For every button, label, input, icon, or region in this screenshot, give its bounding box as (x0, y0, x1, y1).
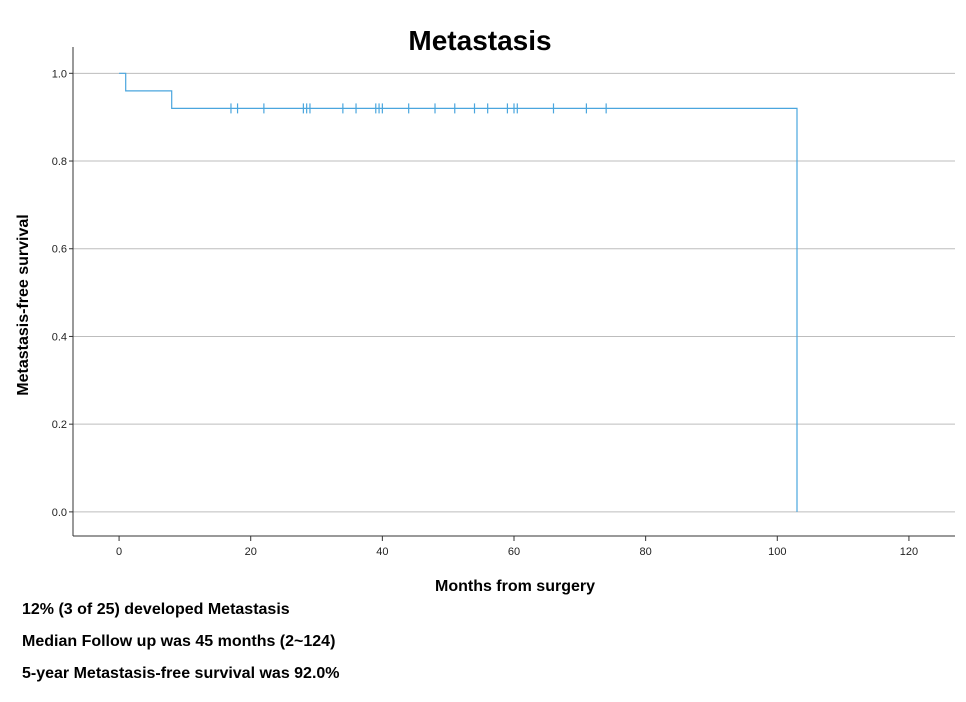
y-tick-label: 0.4 (52, 331, 67, 343)
x-tick-label: 100 (768, 546, 786, 558)
x-tick-label: 20 (245, 546, 257, 558)
y-tick-label: 1.0 (52, 68, 67, 80)
survival-curve (119, 72, 798, 512)
x-tick-label: 60 (508, 546, 520, 558)
note-median-followup: Median Follow up was 45 months (2~124) (22, 633, 336, 650)
chart-title: Metastasis (408, 25, 551, 56)
x-tick-label: 120 (900, 546, 918, 558)
axes (72, 47, 955, 537)
x-axis-label: Months from surgery (435, 578, 595, 595)
km-chart: Metastasis 0.0 0.2 0.4 0.6 0.8 1.0 0 20 40 60 80 1… (15, 25, 955, 595)
x-tick-label: 0 (116, 546, 122, 558)
y-ticks: 0.0 0.2 0.4 0.6 0.8 1.0 (52, 68, 73, 519)
grid-lines (73, 72, 955, 513)
y-tick-label: 0.6 (52, 244, 67, 256)
x-ticks: 0 20 40 60 80 100 120 (116, 536, 918, 558)
y-tick-label: 0.2 (52, 419, 67, 431)
y-axis-label: Metastasis-free survival (15, 214, 32, 395)
x-tick-label: 40 (376, 546, 388, 558)
summary-notes: 12% (3 of 25) developed Metastasis Media… (22, 600, 340, 696)
censor-marks (230, 103, 607, 114)
x-tick-label: 80 (640, 546, 652, 558)
note-metastasis-count: 12% (3 of 25) developed Metastasis (22, 601, 290, 618)
y-tick-label: 0.8 (52, 156, 67, 168)
y-tick-label: 0.0 (52, 507, 67, 519)
note-5yr-survival: 5-year Metastasis-free survival was 92.0… (22, 665, 340, 682)
survival-step-line (119, 72, 798, 512)
